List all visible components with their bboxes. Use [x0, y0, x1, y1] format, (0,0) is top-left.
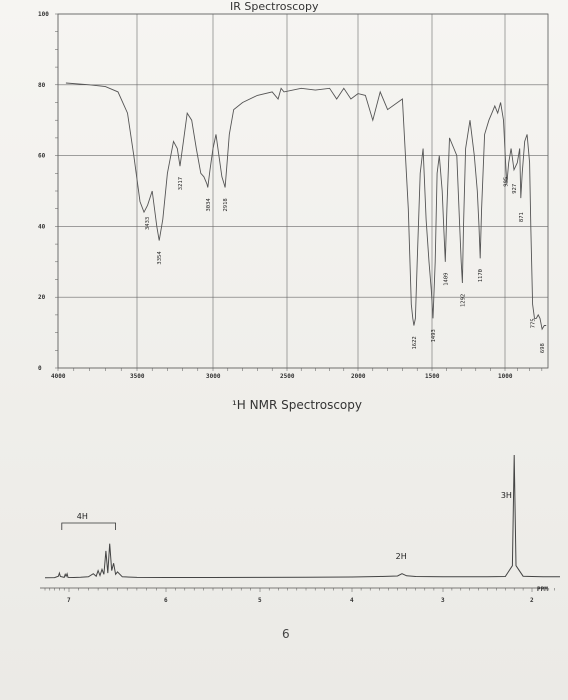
nmr-x-tick-label: 6: [164, 597, 168, 604]
ir-y-tick-label: 60: [38, 153, 46, 160]
ir-peak-label: 995: [504, 177, 510, 187]
ir-x-tick-label: 3000: [206, 373, 221, 380]
ir-plot-frame: [57, 13, 549, 369]
nmr-integration-label: 2H: [396, 552, 407, 561]
ir-peak-label: 1170: [478, 269, 484, 282]
ir-peak-label: 775: [531, 318, 537, 328]
ir-x-tick-label: 2000: [351, 373, 366, 380]
ir-peak-label: 1493: [431, 329, 437, 342]
nmr-integration-label: 3H: [501, 491, 512, 500]
ir-peak-label: 3034: [206, 198, 212, 212]
ir-peak-label: 3217: [178, 177, 184, 190]
nmr-title: ¹H NMR Spectroscopy: [232, 398, 362, 412]
nmr-x-tick-label: 5: [258, 597, 262, 604]
ir-x-tick-label: 1500: [425, 373, 440, 380]
ir-peak-label: 3354: [157, 251, 163, 265]
page-number: 6: [282, 627, 290, 641]
ir-spectrum-line: [65, 82, 547, 331]
ir-peak-label: 871: [519, 212, 525, 222]
ir-peak-label: 3433: [145, 217, 151, 230]
ir-title: IR Spectroscopy: [230, 0, 319, 13]
nmr-x-tick-label: 3: [441, 597, 445, 604]
nmr-integration-bracket: [61, 522, 116, 530]
ir-y-tick-label: 0: [38, 365, 42, 372]
ir-x-tick-label: 2500: [280, 373, 295, 380]
nmr-x-tick-label: 7: [67, 597, 71, 604]
ir-peak-label: 1292: [460, 294, 466, 307]
nmr-x-tick-label: 4: [350, 597, 354, 604]
ir-peak-label: 698: [540, 343, 546, 353]
ir-y-tick-label: 20: [38, 294, 46, 301]
nmr-integration-label: 4H: [77, 512, 88, 521]
ir-y-tick-label: 40: [38, 223, 46, 230]
ir-x-tick-label: 4000: [51, 373, 66, 380]
ir-peak-label: 2918: [223, 198, 229, 211]
ir-y-tick-label: 100: [38, 11, 49, 18]
ir-peak-label: 927: [512, 184, 518, 194]
ir-y-tick-label: 80: [38, 82, 46, 89]
ir-chart: 0 20 40 60 80 100 4000 3500 3000 2500 2000 1500 1000…: [38, 11, 549, 380]
ir-peak-label: 1409: [443, 273, 449, 286]
ir-peak-label: 1622: [412, 336, 418, 349]
nmr-x-tick-label: 2: [530, 597, 534, 604]
nmr-spectrum-line: [44, 454, 560, 579]
ir-x-tick-label: 3500: [130, 373, 145, 380]
ir-x-tick-label: 1000: [498, 373, 513, 380]
nmr-x-axis-label: PPM: [537, 586, 548, 593]
